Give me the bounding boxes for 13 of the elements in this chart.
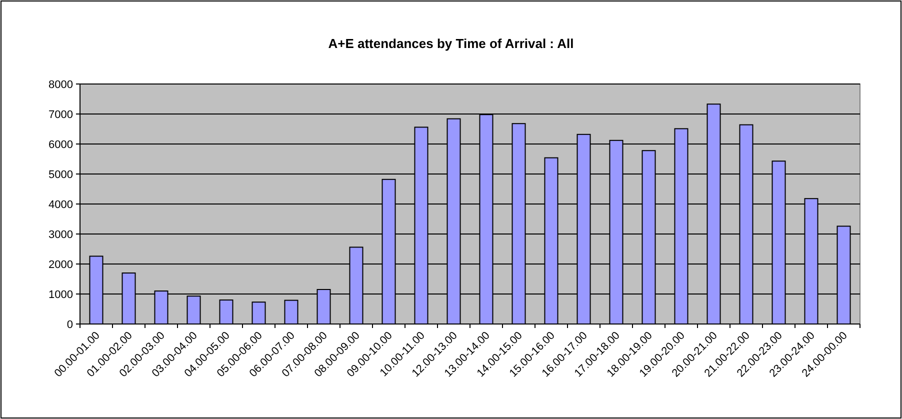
chart-title: A+E attendances by Time of Arrival : All bbox=[328, 36, 574, 51]
y-tick-label: 2000 bbox=[48, 258, 73, 271]
y-tick-label: 8000 bbox=[48, 78, 73, 91]
y-tick-label: 1000 bbox=[48, 288, 73, 301]
y-tick-label: 6000 bbox=[48, 138, 73, 151]
y-tick-label: 0 bbox=[66, 318, 73, 331]
y-tick-label: 5000 bbox=[48, 168, 73, 181]
y-tick-label: 4000 bbox=[48, 198, 73, 211]
y-tick-label: 7000 bbox=[48, 108, 73, 121]
bar bbox=[252, 302, 266, 324]
bar bbox=[219, 300, 234, 324]
y-tick-label: 3000 bbox=[48, 228, 73, 241]
bar bbox=[284, 300, 298, 324]
